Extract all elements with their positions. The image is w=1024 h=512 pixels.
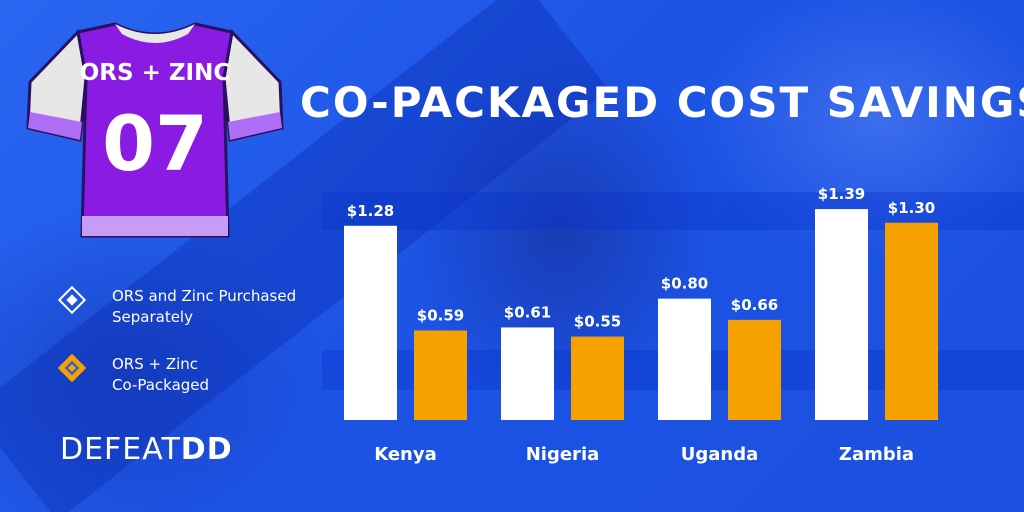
legend-line: Co-Packaged bbox=[112, 376, 210, 394]
data-label-kenya-copackaged: $0.59 bbox=[417, 306, 464, 324]
legend-line: Separately bbox=[112, 308, 193, 326]
category-label-nigeria: Nigeria bbox=[526, 444, 600, 465]
jersey-text: ORS + ZINC bbox=[80, 60, 230, 86]
bar-nigeria-copackaged bbox=[571, 336, 624, 420]
data-label-zambia-copackaged: $1.30 bbox=[888, 199, 935, 217]
data-label-nigeria-separate: $0.61 bbox=[504, 303, 551, 321]
category-label-zambia: Zambia bbox=[839, 444, 914, 465]
category-label-uganda: Uganda bbox=[681, 444, 759, 465]
brand-part1: DEFEAT bbox=[60, 432, 181, 467]
bar-nigeria-separate bbox=[501, 327, 554, 420]
bar-kenya-copackaged bbox=[414, 330, 467, 420]
brand-logo: DEFEATDD bbox=[60, 432, 233, 467]
jersey-number: 07 bbox=[102, 99, 208, 188]
bar-uganda-copackaged bbox=[728, 319, 781, 420]
legend-line: ORS + Zinc bbox=[112, 355, 199, 373]
data-label-uganda-copackaged: $0.66 bbox=[731, 296, 778, 314]
bar-zambia-copackaged bbox=[885, 222, 938, 420]
brand-part2: DD bbox=[180, 432, 233, 467]
data-label-uganda-separate: $0.80 bbox=[661, 275, 708, 293]
category-label-kenya: Kenya bbox=[374, 444, 437, 465]
data-label-zambia-separate: $1.39 bbox=[818, 185, 865, 203]
legend-line: ORS and Zinc Purchased bbox=[112, 287, 297, 305]
legend-label-copackaged: ORS + Zinc Co-Packaged bbox=[112, 354, 332, 396]
jersey-logo: ORS + ZINC 07 bbox=[20, 18, 290, 252]
data-label-nigeria-copackaged: $0.55 bbox=[574, 313, 621, 331]
legend-label-separate: ORS and Zinc Purchased Separately bbox=[112, 286, 332, 328]
bar-uganda-separate bbox=[658, 298, 711, 420]
bar-zambia-separate bbox=[815, 209, 868, 420]
page-title: CO-PACKAGED COST SAVINGS bbox=[300, 78, 1024, 127]
data-label-kenya-separate: $1.28 bbox=[347, 202, 394, 220]
jersey-icon: ORS + ZINC 07 bbox=[26, 22, 284, 238]
bar-kenya-separate bbox=[344, 225, 397, 420]
